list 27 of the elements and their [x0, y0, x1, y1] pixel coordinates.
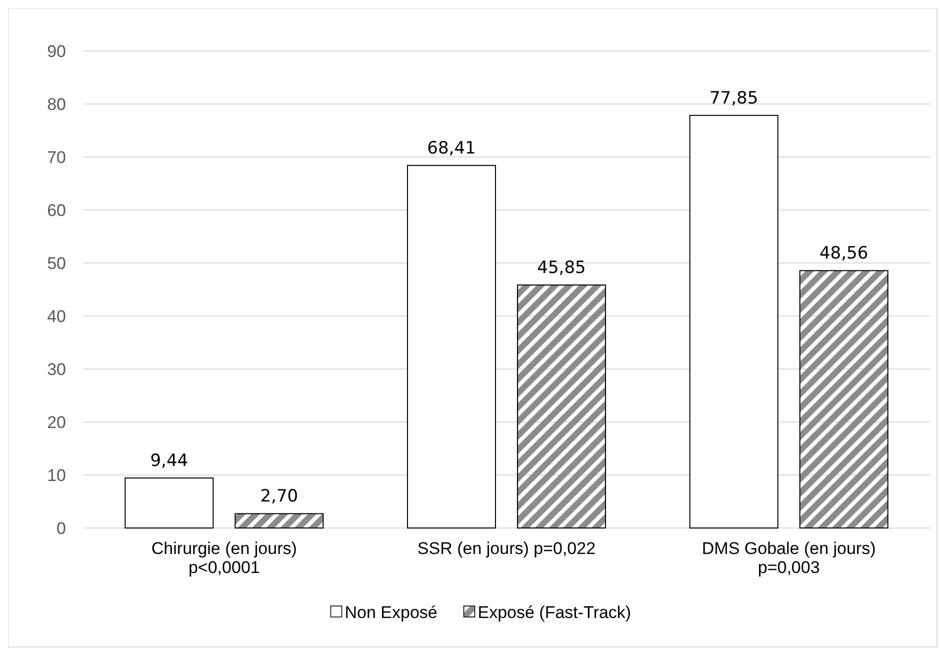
data-label: 45,85 — [537, 258, 586, 278]
x-tick-label: Chirurgie (en jours) p<0,0001 — [151, 539, 297, 577]
bar — [689, 114, 778, 528]
y-tick-label: 70 — [47, 148, 66, 167]
y-tick-label: 50 — [47, 254, 66, 273]
bar — [124, 477, 214, 528]
y-tick-label: 0 — [56, 518, 66, 538]
x-tick-label: SSR (en jours) p=0,022 — [417, 539, 596, 558]
data-label: 2,70 — [260, 486, 298, 507]
y-tick-label: 30 — [47, 360, 66, 379]
legend-label: Exposé (Fast-Track) — [478, 602, 632, 622]
data-label: 77,85 — [709, 88, 758, 108]
bar — [517, 284, 606, 528]
y-tick-label: 40 — [47, 306, 66, 326]
x-tick-label: DMS Gobale (en jours) p=0,003 — [702, 539, 876, 577]
y-tick-label: 20 — [47, 412, 66, 432]
y-tick-label: 60 — [47, 200, 66, 220]
bar — [799, 270, 888, 528]
bar — [407, 164, 496, 528]
data-label: 48,56 — [819, 244, 868, 264]
legend-label: Non Exposé — [344, 602, 438, 622]
data-label: 9,44 — [150, 450, 188, 471]
y-tick-label: 90 — [47, 42, 66, 61]
data-label: 68,41 — [427, 138, 476, 158]
y-tick-label: 80 — [47, 94, 66, 114]
y-tick-label: 10 — [47, 466, 66, 485]
bar — [234, 513, 324, 528]
